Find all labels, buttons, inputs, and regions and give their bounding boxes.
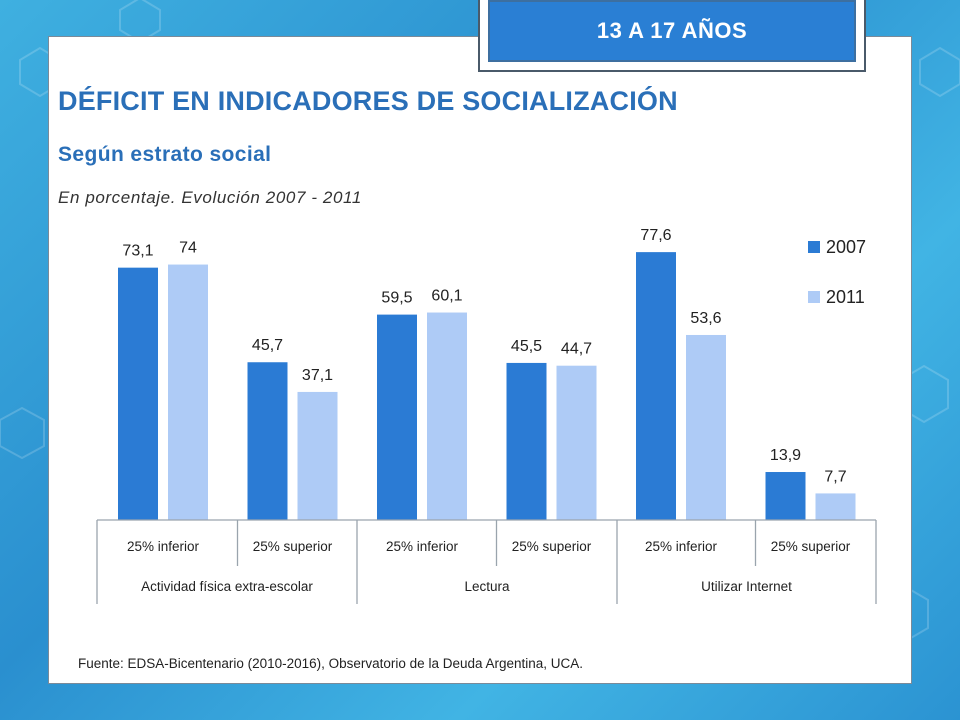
slide-subtitle: Según estrato social <box>58 143 272 166</box>
age-badge-label: 13 A 17 AÑOS <box>488 0 856 62</box>
category-label-4: 25% superior <box>512 539 592 554</box>
bar-2011-6 <box>815 493 856 520</box>
data-label-2007-3: 59,5 <box>381 290 412 307</box>
category-label-3: 25% inferior <box>386 539 459 554</box>
data-label-2011-2: 37,1 <box>302 367 333 384</box>
group-label-2: Lectura <box>464 579 510 594</box>
category-label-2: 25% superior <box>253 539 333 554</box>
bar-2007-6 <box>765 472 806 520</box>
age-badge: 13 A 17 AÑOS <box>478 0 866 72</box>
bar-2007-4 <box>506 362 547 520</box>
data-label-2007-1: 73,1 <box>122 243 153 260</box>
bar-2011-3 <box>427 312 467 520</box>
bar-2011-5 <box>686 334 726 520</box>
bar-2007-1 <box>118 267 158 520</box>
slide-title: DÉFICIT EN INDICADORES DE SOCIALIZACIÓN <box>58 86 678 116</box>
group-label-1: Actividad física extra-escolar <box>141 579 313 594</box>
data-label-2011-3: 60,1 <box>431 288 462 305</box>
data-label-2011-5: 53,6 <box>690 310 721 327</box>
category-label-6: 25% superior <box>771 539 851 554</box>
legend-label-2011: 2011 <box>826 287 865 307</box>
category-label-1: 25% inferior <box>127 539 200 554</box>
data-label-2011-4: 44,7 <box>561 341 592 358</box>
legend-label-2007: 2007 <box>826 237 866 257</box>
data-label-2007-6: 13,9 <box>770 447 801 464</box>
data-label-2007-2: 45,7 <box>252 337 283 354</box>
unit-note: En porcentaje. Evolución 2007 - 2011 <box>58 188 362 207</box>
data-label-2011-1: 74 <box>179 240 197 257</box>
data-label-2007-5: 77,6 <box>640 227 671 244</box>
bar-2011-2 <box>297 391 338 520</box>
bar-2011-1 <box>168 264 208 520</box>
bar-2007-5 <box>636 252 676 520</box>
group-label-3: Utilizar Internet <box>701 579 792 594</box>
category-label-5: 25% inferior <box>645 539 718 554</box>
legend-swatch-2011 <box>808 291 820 303</box>
bar-2007-3 <box>377 314 417 520</box>
bar-2007-2 <box>247 362 288 520</box>
legend-swatch-2007 <box>808 241 820 253</box>
source-note: Fuente: EDSA-Bicentenario (2010-2016), O… <box>78 656 584 671</box>
bar-2011-4 <box>556 365 597 520</box>
data-label-2007-4: 45,5 <box>511 338 542 355</box>
data-label-2011-6: 7,7 <box>824 468 846 485</box>
